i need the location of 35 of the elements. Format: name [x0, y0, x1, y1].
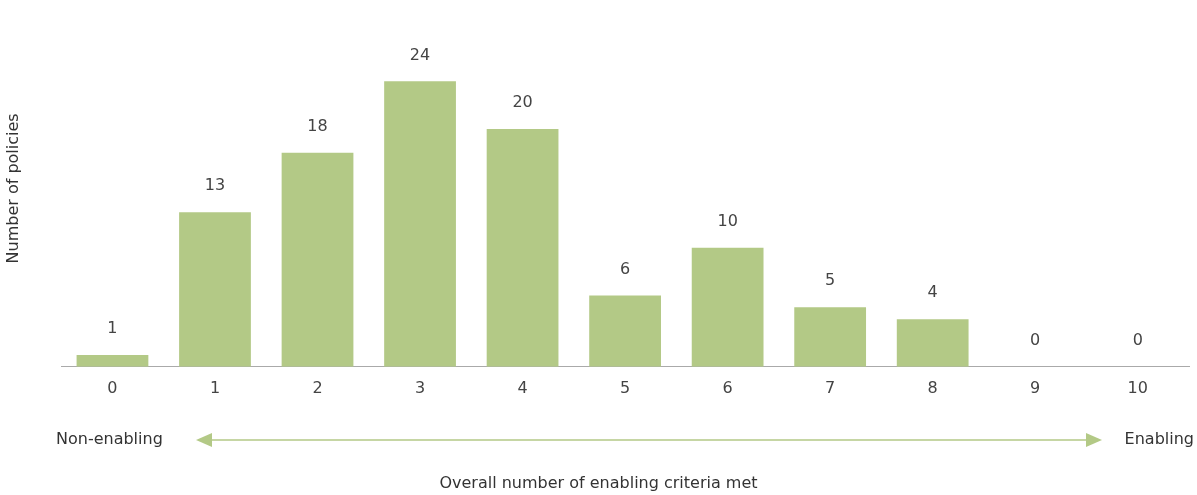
x-tick-label: 0: [107, 377, 118, 397]
bar: [486, 128, 559, 367]
bar: [76, 354, 149, 367]
bar: [384, 81, 456, 367]
text: Non-enabling: [56, 429, 163, 448]
data-label: 18: [307, 115, 328, 135]
x-tick-label: 9: [1030, 377, 1041, 397]
x-tick-label: 4: [517, 377, 528, 397]
y-axis-title: Number of policies: [2, 113, 22, 264]
data-label: 0: [1030, 329, 1041, 349]
data-label: 5: [825, 270, 836, 290]
bar: [179, 212, 251, 367]
x-tick-label: 1: [209, 377, 221, 397]
x-tick-label: 6: [722, 377, 733, 397]
data-label: 0: [1132, 329, 1143, 349]
x-tick-label: 7: [825, 377, 836, 397]
x-tick-label: 5: [620, 377, 631, 397]
bar: [281, 152, 354, 367]
data-label: 13: [204, 175, 226, 195]
data-label: 20: [512, 92, 533, 112]
x-tick-label: 3: [414, 377, 426, 397]
data-label: 1: [107, 318, 118, 338]
data-label: 24: [409, 44, 431, 64]
bar: [691, 247, 764, 367]
x-tick-label: 2: [312, 377, 323, 397]
data-label: 4: [927, 282, 938, 302]
text: Enabling: [1124, 429, 1194, 448]
bar: [896, 319, 969, 367]
bar: [794, 307, 867, 367]
data-label: 10: [717, 211, 738, 231]
x-tick-label: 10: [1127, 377, 1148, 397]
data-label: 6: [620, 258, 631, 278]
bar: [589, 295, 661, 367]
x-axis-title: Overall number of enabling criteria met: [438, 473, 759, 492]
x-tick-label: 8: [927, 377, 938, 397]
